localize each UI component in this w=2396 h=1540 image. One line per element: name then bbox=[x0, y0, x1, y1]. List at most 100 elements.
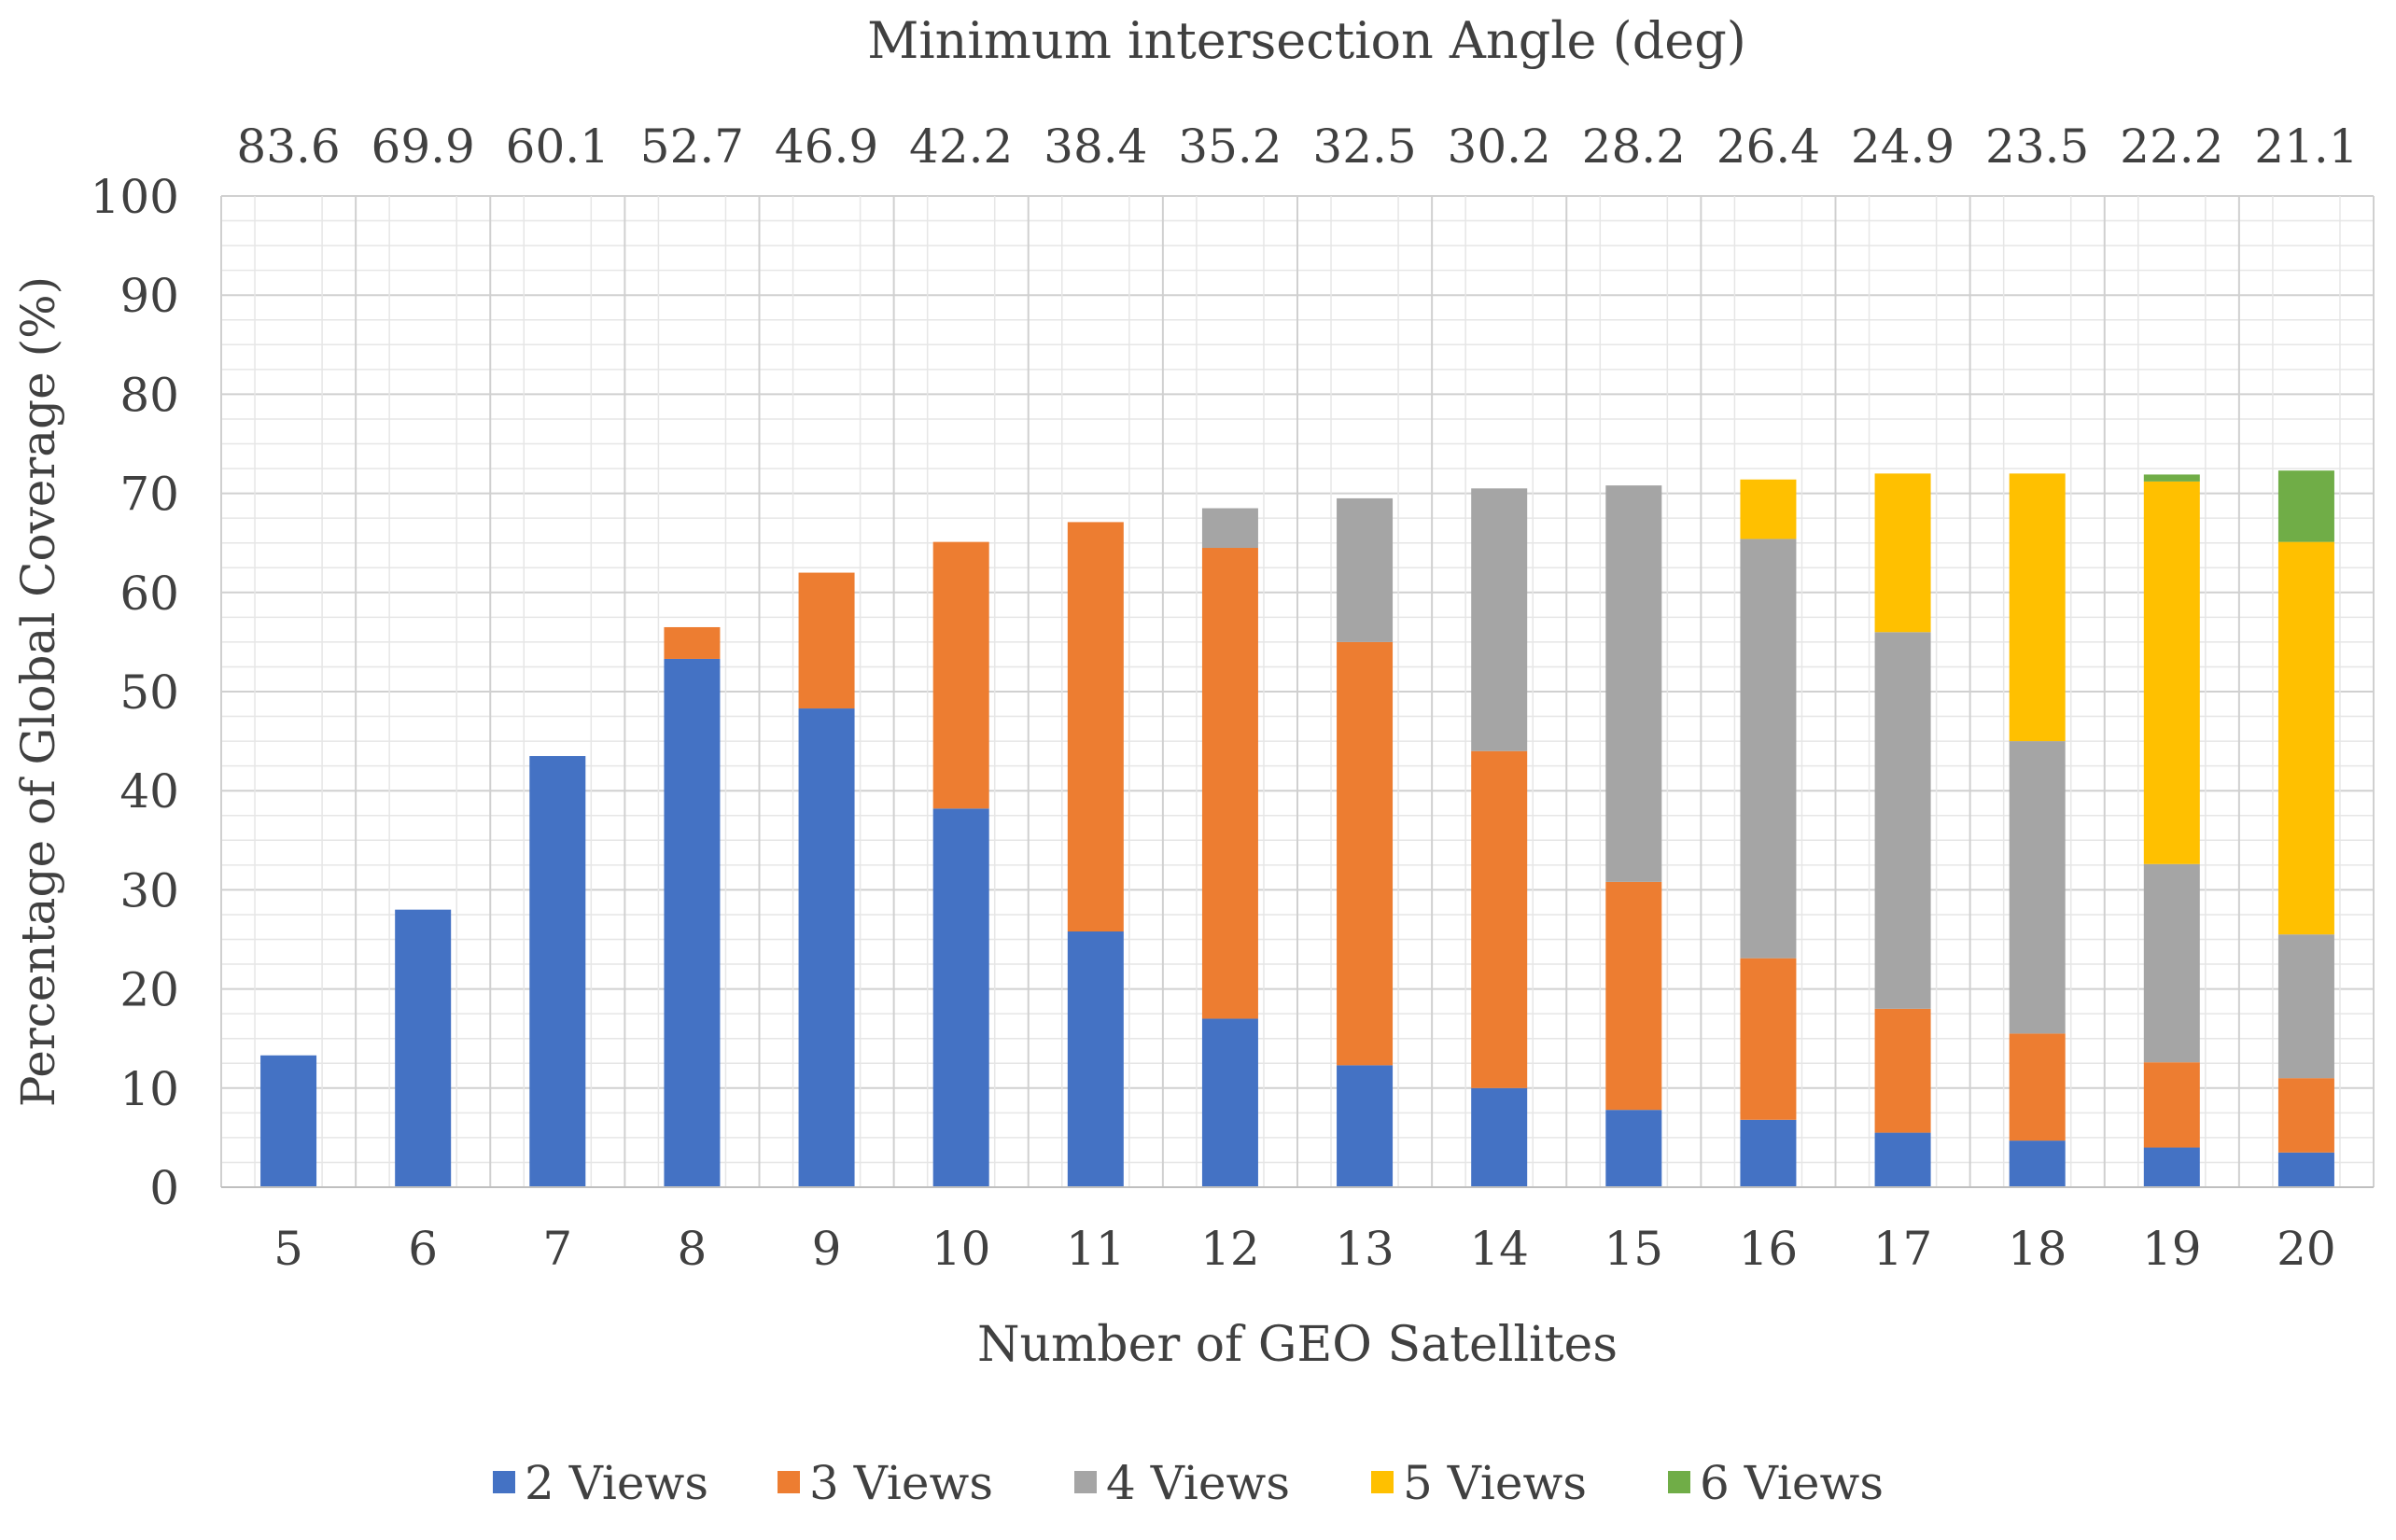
y-tick-label: 50 bbox=[119, 665, 179, 720]
x-tick-label: 10 bbox=[932, 1222, 991, 1276]
legend-swatch-4-views bbox=[1074, 1471, 1097, 1493]
y-tick-label: 60 bbox=[119, 567, 179, 621]
x-tick-label: 9 bbox=[812, 1222, 842, 1276]
bar-segment-3-views-16 bbox=[1740, 958, 1797, 1120]
bar-segment-3-views-18 bbox=[2009, 1033, 2066, 1141]
bar-segment-2-views-17 bbox=[1874, 1132, 1931, 1187]
x-tick-label: 11 bbox=[1066, 1222, 1126, 1276]
bar-segment-2-views-8 bbox=[664, 658, 721, 1187]
bar-segment-2-views-15 bbox=[1605, 1110, 1662, 1187]
bar-segment-3-views-13 bbox=[1337, 641, 1394, 1066]
legend-label-5-views: 5 Views bbox=[1403, 1456, 1587, 1510]
bar-segment-3-views-9 bbox=[798, 572, 855, 709]
bar-segment-3-views-15 bbox=[1605, 881, 1662, 1111]
legend-swatch-3-views bbox=[778, 1471, 800, 1493]
top-axis-tick-label: 60.1 bbox=[506, 119, 610, 174]
top-axis-tick-label: 21.1 bbox=[2254, 119, 2358, 174]
bar-segment-4-views-16 bbox=[1740, 539, 1797, 959]
bar-segment-5-views-18 bbox=[2009, 473, 2066, 742]
bar-segment-4-views-13 bbox=[1337, 497, 1394, 642]
bar-segment-2-views-10 bbox=[932, 808, 989, 1187]
top-axis-tick-label: 32.5 bbox=[1312, 119, 1416, 174]
legend-label-3-views: 3 Views bbox=[809, 1456, 993, 1510]
bar-segment-3-views-11 bbox=[1067, 522, 1124, 932]
top-axis-tick-label: 69.9 bbox=[371, 119, 475, 174]
x-tick-label: 6 bbox=[408, 1222, 438, 1276]
x-tick-label: 19 bbox=[2142, 1222, 2202, 1276]
x-tick-label: 12 bbox=[1200, 1222, 1260, 1276]
x-tick-label: 13 bbox=[1335, 1222, 1394, 1276]
x-tick-label: 18 bbox=[2008, 1222, 2067, 1276]
bar-segment-2-views-5 bbox=[260, 1055, 317, 1187]
top-axis-tick-label: 42.2 bbox=[909, 119, 1013, 174]
bar-segment-4-views-20 bbox=[2277, 934, 2334, 1079]
legend-swatch-5-views bbox=[1371, 1471, 1394, 1493]
bar-segment-5-views-16 bbox=[1740, 479, 1797, 539]
bar-segment-2-views-16 bbox=[1740, 1119, 1797, 1187]
bar-segment-3-views-17 bbox=[1874, 1008, 1931, 1133]
legend-swatch-2-views bbox=[493, 1471, 515, 1493]
x-tick-label: 15 bbox=[1604, 1222, 1664, 1276]
bar-segment-3-views-10 bbox=[932, 541, 989, 809]
top-axis-tick-label: 24.9 bbox=[1851, 119, 1955, 174]
bar-segment-2-views-18 bbox=[2009, 1141, 2066, 1187]
legend: 2 Views 3 Views 4 Views 5 Views 6 Views bbox=[493, 1456, 1884, 1510]
x-tick-label: 8 bbox=[678, 1222, 708, 1276]
bar-segment-2-views-14 bbox=[1471, 1087, 1528, 1187]
x-tick-label: 17 bbox=[1873, 1222, 1933, 1276]
legend-label-6-views: 6 Views bbox=[1700, 1456, 1884, 1510]
bar-segment-3-views-19 bbox=[2143, 1062, 2200, 1148]
bar-segment-2-views-20 bbox=[2277, 1152, 2334, 1187]
bar-segment-2-views-11 bbox=[1067, 931, 1124, 1187]
bar-segment-6-views-19 bbox=[2143, 474, 2200, 482]
top-axis-tick-label: 30.2 bbox=[1448, 119, 1551, 174]
bar-segment-5-views-17 bbox=[1874, 473, 1931, 633]
bar-segment-4-views-12 bbox=[1201, 508, 1258, 549]
bar-segment-2-views-12 bbox=[1201, 1018, 1258, 1187]
y-tick-label: 100 bbox=[91, 170, 179, 224]
bar-segment-3-views-14 bbox=[1471, 750, 1528, 1088]
bar-segment-5-views-19 bbox=[2143, 481, 2200, 864]
y-axis-label: Percentage of Global Coverage (%) bbox=[11, 276, 65, 1107]
bar-segment-2-views-13 bbox=[1337, 1065, 1394, 1187]
bar-segment-2-views-6 bbox=[395, 909, 452, 1187]
y-tick-label: 20 bbox=[119, 963, 179, 1017]
bar-segment-5-views-20 bbox=[2277, 541, 2334, 935]
bar-series-group bbox=[260, 470, 2334, 1187]
bar-segment-2-views-19 bbox=[2143, 1147, 2200, 1187]
bar-segment-3-views-8 bbox=[664, 626, 721, 659]
bar-segment-3-views-12 bbox=[1201, 548, 1258, 1019]
y-tick-label: 30 bbox=[119, 863, 179, 917]
chart-title: Minimum intersection Angle (deg) bbox=[867, 11, 1746, 70]
x-axis-label: Number of GEO Satellites bbox=[977, 1317, 1618, 1373]
x-axis-ticks: 5 6 7 8 9 10 11 12 13 14 15 16 17 18 19 20 bbox=[273, 1222, 2336, 1276]
legend-swatch-6-views bbox=[1668, 1471, 1690, 1493]
bar-segment-4-views-17 bbox=[1874, 632, 1931, 1009]
top-axis-tick-label: 28.2 bbox=[1582, 119, 1686, 174]
y-tick-label: 10 bbox=[119, 1062, 179, 1116]
bar-segment-2-views-9 bbox=[798, 708, 855, 1187]
top-axis-tick-label: 46.9 bbox=[775, 119, 878, 174]
y-tick-label: 80 bbox=[119, 368, 179, 422]
top-axis-tick-label: 35.2 bbox=[1178, 119, 1282, 174]
top-axis-tick-label: 22.2 bbox=[2120, 119, 2223, 174]
top-axis-tick-label: 23.5 bbox=[1985, 119, 2089, 174]
top-axis-tick-label: 52.7 bbox=[640, 119, 744, 174]
legend-label-4-views: 4 Views bbox=[1106, 1456, 1290, 1510]
y-tick-label: 40 bbox=[119, 764, 179, 819]
bar-segment-4-views-14 bbox=[1471, 488, 1528, 751]
x-tick-label: 16 bbox=[1739, 1222, 1799, 1276]
legend-label-2-views: 2 Views bbox=[525, 1456, 708, 1510]
bar-segment-2-views-7 bbox=[529, 756, 586, 1187]
bar-segment-4-views-19 bbox=[2143, 863, 2200, 1063]
y-tick-label: 70 bbox=[119, 468, 179, 522]
y-tick-label: 90 bbox=[119, 269, 179, 323]
bar-segment-4-views-15 bbox=[1605, 485, 1662, 882]
top-axis-tick-label: 83.6 bbox=[236, 119, 340, 174]
y-tick-label: 0 bbox=[149, 1161, 179, 1215]
top-axis-tick-label: 26.4 bbox=[1716, 119, 1820, 174]
top-axis-tick-label: 38.4 bbox=[1044, 119, 1147, 174]
x-tick-label: 7 bbox=[542, 1222, 572, 1276]
